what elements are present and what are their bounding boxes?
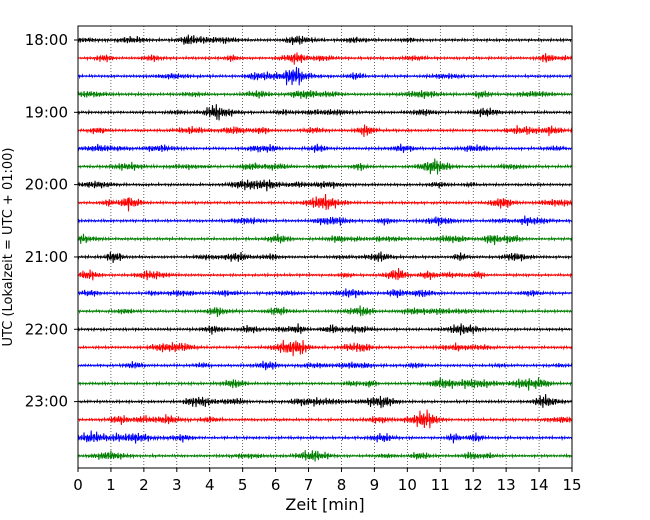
trace-row [77,233,573,246]
plot-frame [77,25,573,469]
y-tick-label: 22:00 [25,320,68,338]
x-tick-label: 8 [337,476,347,494]
x-tick-label: 11 [431,476,450,494]
trace-row [77,288,573,299]
y-tick-label: 18:00 [25,31,68,49]
x-tick-label: 6 [271,476,281,494]
trace-row [77,360,573,371]
trace-row [77,430,573,444]
x-tick-label: 2 [139,476,149,494]
trace-row [77,377,573,391]
trace-row [77,66,573,86]
traces [77,34,573,462]
x-tick-label: 4 [205,476,215,494]
trace-row [77,52,573,65]
x-axis-label: Zeit [min] [285,495,364,514]
y-ticks: 18:00 19:00 20:00 21:00 22:00 23:00 [25,31,78,411]
trace-row [77,124,573,138]
trace-row [77,409,573,429]
trace-row [77,34,573,46]
y-tick-label: 23:00 [25,393,68,411]
trace-row [77,268,573,281]
trace-row [77,143,573,153]
x-tick-label: 7 [304,476,314,494]
x-tick-label: 10 [398,476,417,494]
trace-row [77,158,573,175]
y-tick-label: 20:00 [25,176,68,194]
trace-row [77,215,573,227]
x-tick-label: 13 [497,476,516,494]
y-tick-label: 19:00 [25,103,68,121]
trace-row [77,104,573,121]
x-tick-label: 5 [238,476,248,494]
x-tick-label: 12 [464,476,483,494]
trace-row [77,305,573,317]
y-tick-label: 21:00 [25,248,68,266]
x-tick-label: 3 [172,476,182,494]
x-tick-label: 0 [73,476,83,494]
x-ticks: 0 1 2 3 4 5 6 7 8 9 10 11 12 13 14 15 [73,468,582,494]
trace-row [77,179,573,192]
trace-row [77,394,573,409]
x-tick-label: 15 [562,476,581,494]
trace-row [77,450,573,462]
trace-row [77,339,573,357]
x-tick-label: 1 [106,476,116,494]
trace-row [77,251,573,264]
trace-row [77,323,573,336]
y-axis-label: UTC (Lokalzeit = UTC + 01:00) [1,148,16,347]
trace-row [77,90,573,100]
x-tick-label: 9 [370,476,380,494]
trace-row [77,193,573,212]
x-tick-label: 14 [530,476,549,494]
